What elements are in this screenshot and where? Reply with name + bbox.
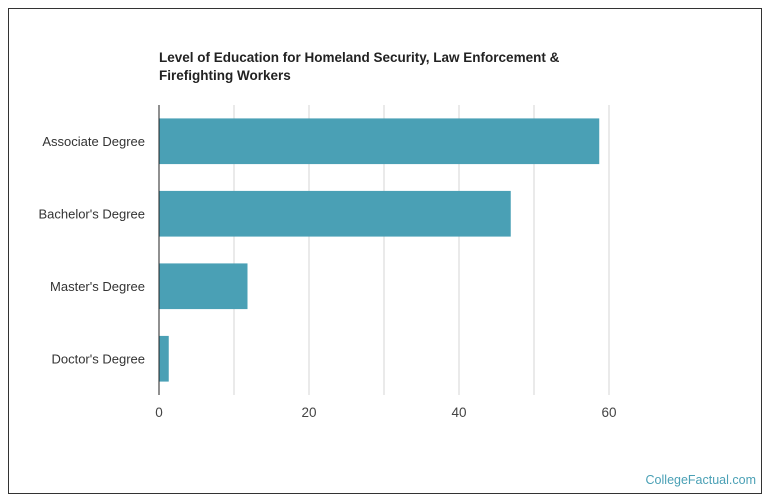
chart-title: Level of Education for Homeland Security… xyxy=(159,50,560,83)
bar xyxy=(159,190,511,237)
x-tick-label: 20 xyxy=(301,405,316,420)
x-tick-label: 0 xyxy=(155,405,163,420)
category-label: Associate Degree xyxy=(42,134,145,149)
bar xyxy=(159,118,600,165)
bar xyxy=(159,335,169,382)
category-label: Doctor's Degree xyxy=(51,351,145,366)
category-label: Master's Degree xyxy=(50,279,145,294)
category-label: Bachelor's Degree xyxy=(38,206,145,221)
x-tick-label: 40 xyxy=(451,405,466,420)
chart-frame xyxy=(8,8,762,494)
x-tick-label: 60 xyxy=(601,405,616,420)
bar xyxy=(159,263,248,310)
credit-link[interactable]: CollegeFactual.com xyxy=(645,473,756,487)
